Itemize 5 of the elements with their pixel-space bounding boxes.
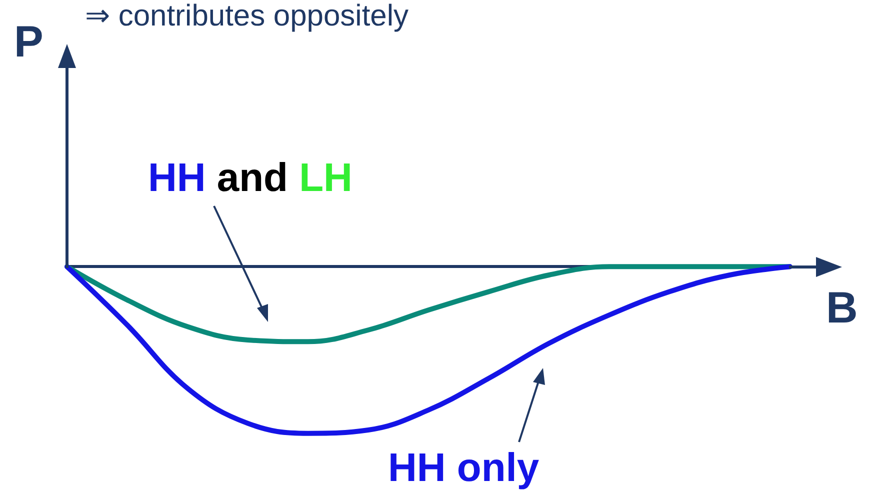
x-axis-title: B (826, 284, 858, 332)
text: HH and LH (148, 156, 352, 200)
chart-title: ⇒ contributes oppositely (85, 0, 409, 32)
text: HH only (388, 446, 540, 490)
y-axis-title: P (14, 18, 44, 66)
